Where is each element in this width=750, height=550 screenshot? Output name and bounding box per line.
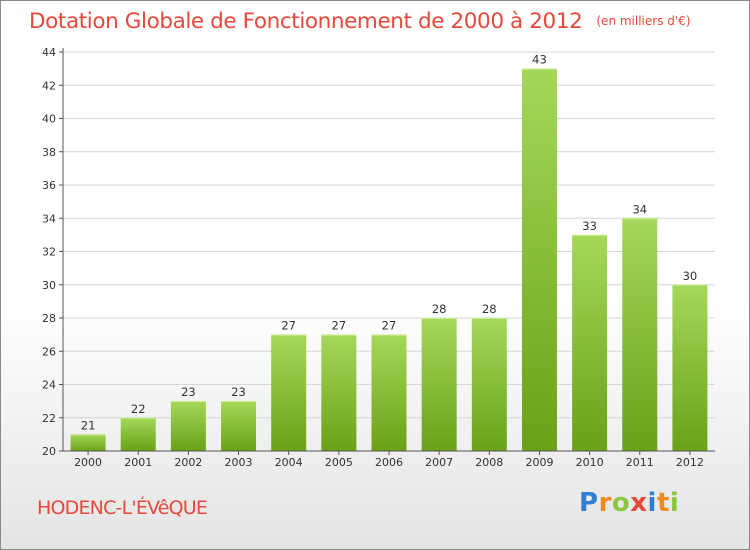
bar [672,284,708,451]
x-tick-label: 2001 [124,456,152,469]
y-tick-label: 24 [42,379,56,392]
x-tick-label: 2000 [74,456,102,469]
x-tick-label: 2005 [325,456,353,469]
y-tick-label: 42 [42,79,56,92]
x-tick-label: 2012 [676,456,704,469]
y-tick-label: 40 [42,113,56,126]
bar [421,318,457,451]
y-tick-label: 32 [42,246,56,259]
y-tick-label: 34 [42,212,56,225]
x-tick-label: 2008 [475,456,503,469]
logo-letter: o [611,488,631,518]
logo-letter: r [598,488,612,518]
x-tick-label: 2011 [626,456,654,469]
chart-title: Dotation Globale de Fonctionnement de 20… [29,9,583,34]
data-label: 21 [81,418,96,432]
proxiti-logo: Proxiti [579,488,679,518]
bar [271,334,307,451]
bar [572,234,608,451]
y-tick-label: 26 [42,345,56,358]
data-label: 23 [231,385,246,399]
bar [321,334,357,451]
x-tick-label: 2003 [225,456,253,469]
data-label: 34 [632,202,647,216]
x-tick-label: 2004 [275,456,303,469]
bar [521,68,557,451]
y-tick-label: 30 [42,279,56,292]
chart-subtitle: (en milliers d'€) [596,14,691,28]
bar [70,434,106,451]
x-tick-label: 2010 [576,456,604,469]
bar [221,401,257,451]
commune-name: HODENC-L'ÉVêQUE [37,497,208,519]
bar [622,218,658,451]
bar [170,401,206,451]
x-tick-label: 2009 [525,456,553,469]
y-tick-label: 20 [42,445,56,458]
data-label: 27 [281,319,296,333]
data-label: 23 [181,385,196,399]
x-tick-label: 2002 [174,456,202,469]
y-tick-label: 22 [42,412,56,425]
logo-letter: x [630,488,648,518]
y-tick-label: 44 [42,46,56,59]
logo-letter: P [579,488,599,518]
data-label: 27 [382,319,397,333]
data-label: 27 [332,319,347,333]
x-tick-label: 2007 [425,456,453,469]
data-label: 28 [482,302,497,316]
bar [371,334,407,451]
bar [471,318,507,451]
y-tick-label: 36 [42,179,56,192]
data-label: 28 [432,302,447,316]
data-label: 33 [582,219,597,233]
x-tick-label: 2006 [375,456,403,469]
title-block: Dotation Globale de Fonctionnement de 20… [29,9,691,34]
data-label: 22 [131,402,146,416]
logo-letter: t [656,488,670,518]
bar [120,417,156,451]
data-label: 30 [683,269,698,283]
logo-letter: i [647,488,657,518]
y-tick-label: 28 [42,312,56,325]
logo-letter: i [669,488,680,518]
y-tick-label: 38 [42,146,56,159]
data-label: 43 [532,53,547,67]
